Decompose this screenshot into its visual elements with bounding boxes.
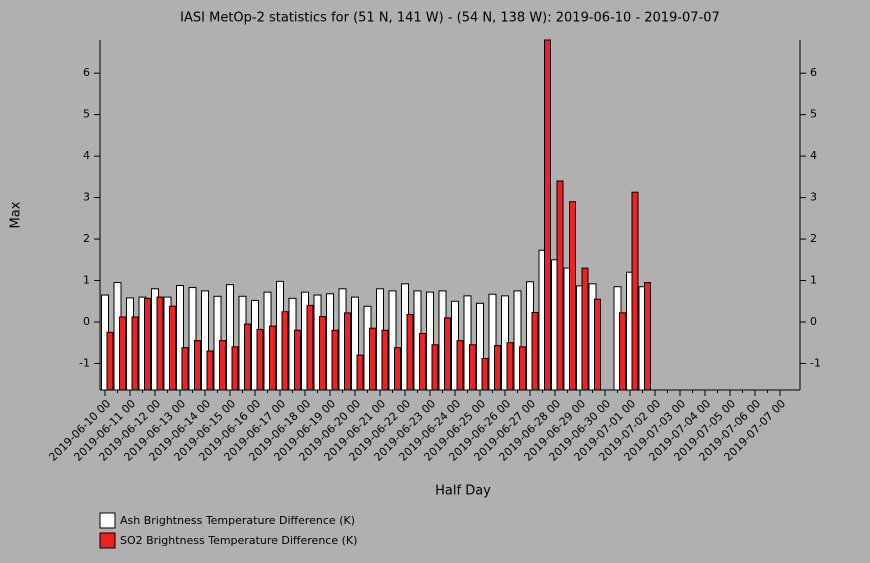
- bar: [244, 323, 251, 391]
- bar: [294, 329, 301, 391]
- bar: [581, 267, 589, 391]
- bar: [431, 344, 439, 391]
- y-tick-label-right: 6: [810, 66, 817, 79]
- bar: [206, 350, 214, 391]
- bar: [369, 327, 376, 391]
- y-tick-label-right: 2: [810, 232, 817, 245]
- y-tick-label: 4: [83, 149, 90, 162]
- bar: [506, 342, 514, 391]
- bar: [594, 298, 601, 391]
- bar: [169, 305, 176, 391]
- bar: [156, 296, 164, 391]
- bar: [469, 344, 476, 391]
- y-tick-label: 5: [83, 108, 90, 121]
- bar: [119, 316, 126, 391]
- bar: [619, 312, 626, 391]
- y-tick-label-right: 0: [810, 315, 817, 328]
- y-tick-label-right: 4: [810, 149, 817, 162]
- bar: [419, 333, 426, 391]
- bar: [356, 354, 364, 391]
- bar: [381, 329, 389, 391]
- bar: [394, 347, 401, 391]
- bar: [306, 304, 314, 391]
- bar: [319, 316, 326, 391]
- bar: [181, 347, 189, 391]
- bar: [644, 282, 651, 391]
- bar: [556, 180, 564, 391]
- y-tick-label-right: 5: [810, 108, 817, 121]
- bar: [456, 340, 464, 391]
- legend-swatch: [99, 532, 116, 549]
- bar: [131, 316, 139, 391]
- bar: [269, 325, 276, 391]
- y-tick-label: 0: [83, 315, 90, 328]
- bar: [494, 345, 501, 391]
- legend-swatch: [99, 512, 116, 529]
- bar: [281, 311, 289, 391]
- bar: [444, 317, 451, 391]
- bar: [194, 340, 201, 391]
- bar: [344, 312, 351, 391]
- y-tick-label-right: 1: [810, 274, 817, 287]
- bar: [231, 346, 239, 391]
- y-tick-label: 2: [83, 232, 90, 245]
- chart-title: IASI MetOp-2 statistics for (51 N, 141 W…: [180, 11, 720, 26]
- bar: [331, 329, 339, 391]
- bar: [406, 314, 414, 391]
- y-tick-label: 3: [83, 191, 90, 204]
- y-axis-label: Max: [9, 201, 24, 228]
- y-tick-label: -1: [79, 356, 90, 369]
- bar: [519, 346, 526, 391]
- y-tick-label-right: 3: [810, 191, 817, 204]
- bar: [481, 357, 489, 391]
- bar: [256, 328, 264, 391]
- y-tick-label-right: -1: [810, 356, 821, 369]
- bar: [219, 340, 226, 391]
- x-axis-label: Half Day: [435, 484, 491, 499]
- bar: [531, 311, 539, 391]
- y-tick-label: 1: [83, 274, 90, 287]
- legend-label: Ash Brightness Temperature Difference (K…: [120, 514, 355, 527]
- bar: [144, 297, 151, 391]
- legend-label: SO2 Brightness Temperature Difference (K…: [120, 534, 357, 547]
- bar: [544, 39, 551, 391]
- bar: [569, 201, 576, 391]
- bar: [106, 331, 114, 391]
- y-tick-label: 6: [83, 66, 90, 79]
- bar: [631, 191, 639, 391]
